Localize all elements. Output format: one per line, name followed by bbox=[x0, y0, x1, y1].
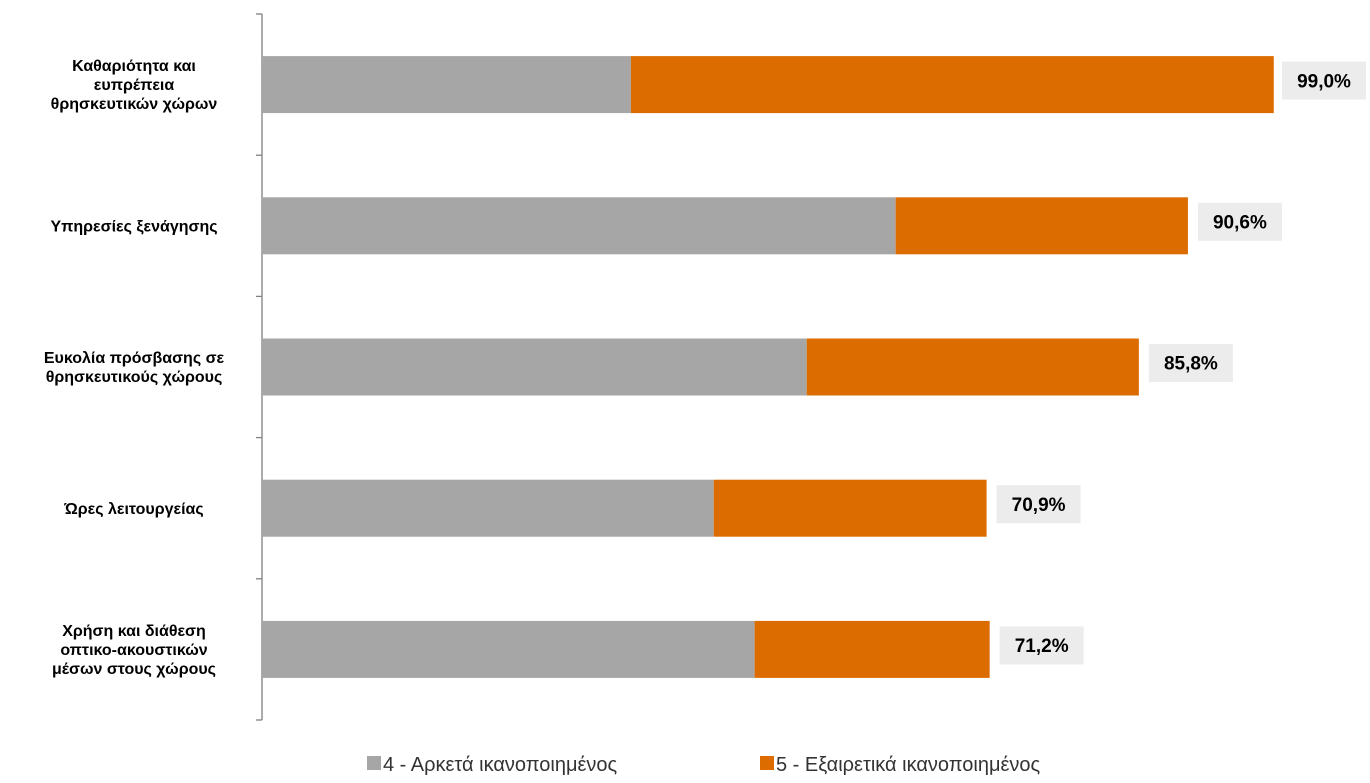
bar-segment-extremely-satisfied bbox=[630, 56, 1274, 114]
legend-label: 4 - Αρκετά ικανοποιημένος bbox=[383, 754, 618, 776]
bar-segment-extremely-satisfied bbox=[754, 620, 990, 678]
total-label-box bbox=[1197, 202, 1282, 241]
category-label-line: Υπηρεσίες ξενάγησης bbox=[50, 218, 217, 235]
category-label-line: Ώρες λειτουργείας bbox=[63, 501, 203, 518]
category-label: Ώρες λειτουργείας bbox=[63, 501, 203, 518]
bar-segment-fairly-satisfied bbox=[262, 56, 631, 114]
total-label-box bbox=[1148, 344, 1233, 382]
category-label: Ευκολία πρόσβασης σε θρησκευτικούς χώρους bbox=[44, 350, 225, 386]
category-labels: Καθαριότητα και ευπρέπεια θρησκευτικών χώρ… bbox=[44, 58, 225, 678]
legend: 4 - Αρκετά ικανοποιημένος 5 - Εξαιρετικά … bbox=[367, 754, 1041, 776]
total-label: 90,6% bbox=[1213, 212, 1267, 233]
total-label-box bbox=[999, 626, 1084, 665]
category-label: Χρήση και διάθεση οπτικο-ακουστικών μέσων … bbox=[52, 623, 216, 678]
category-label-line: Καθαριότητα και bbox=[72, 58, 196, 75]
bar-segment-fairly-satisfied bbox=[262, 338, 807, 396]
category-label-line: Χρήση και διάθεση bbox=[62, 623, 206, 640]
total-label-box bbox=[996, 485, 1081, 524]
total-labels: 99,0% 90,6% 85,8% 70,9% 71,2% bbox=[996, 61, 1366, 665]
total-label-box bbox=[1282, 61, 1366, 100]
axis-layer bbox=[256, 13, 263, 721]
bar-segment-fairly-satisfied bbox=[262, 620, 755, 678]
category-label-line: θρησκευτικούς χώρους bbox=[46, 369, 223, 386]
bar-segment-extremely-satisfied bbox=[713, 479, 987, 537]
total-label: 85,8% bbox=[1164, 354, 1218, 375]
bar-segment-fairly-satisfied bbox=[262, 479, 714, 537]
category-label: Καθαριότητα και ευπρέπεια θρησκευτικών χώρ… bbox=[51, 58, 218, 113]
category-label-line: Ευκολία πρόσβασης σε bbox=[44, 350, 225, 367]
legend-swatch bbox=[367, 756, 381, 770]
bar-segment-extremely-satisfied bbox=[895, 197, 1188, 255]
category-label-line: μέσων στους χώρους bbox=[52, 661, 216, 678]
legend-label: 5 - Εξαιρετικά ικανοποιημένος bbox=[776, 754, 1041, 776]
category-label-line: οπτικο-ακουστικών bbox=[60, 642, 207, 659]
bar-segment-fairly-satisfied bbox=[262, 197, 896, 255]
total-label: 70,9% bbox=[1012, 495, 1066, 516]
bars-layer bbox=[262, 56, 1274, 678]
category-label-line: θρησκευτικών χώρων bbox=[51, 96, 218, 113]
total-label: 99,0% bbox=[1297, 71, 1351, 92]
legend-swatch bbox=[760, 756, 774, 770]
bar-segment-extremely-satisfied bbox=[806, 338, 1139, 396]
category-label-line: ευπρέπεια bbox=[94, 77, 175, 94]
total-label: 71,2% bbox=[1015, 636, 1069, 657]
category-label: Υπηρεσίες ξενάγησης bbox=[50, 218, 217, 235]
